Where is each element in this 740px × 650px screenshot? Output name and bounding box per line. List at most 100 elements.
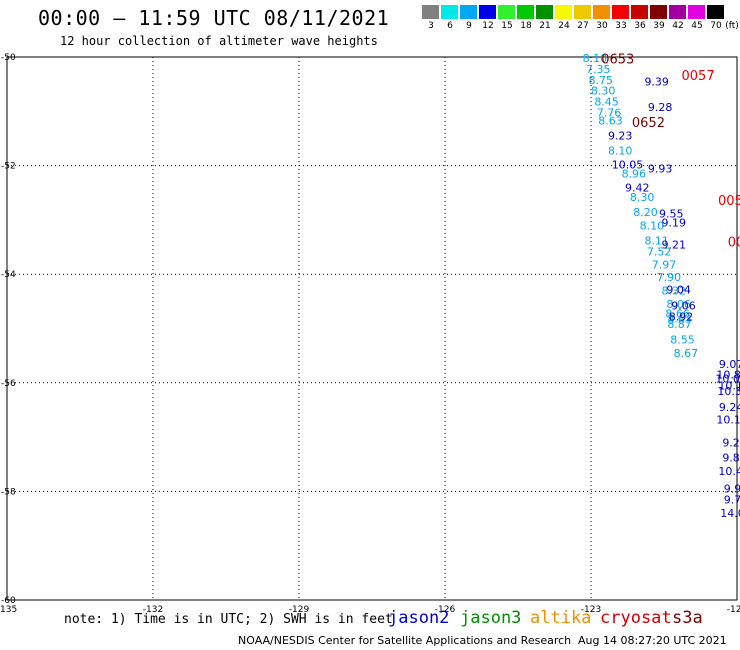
colorbar-label: 39 [653, 21, 665, 31]
wave-height-label: 9.19 [661, 217, 686, 230]
wave-height-label: 9.90 [724, 483, 740, 496]
wave-height-label: 8.66 [665, 307, 690, 320]
colorbar-swatch [498, 5, 515, 19]
sat-label-cryosat: cryosat [600, 608, 672, 628]
time-label: 0652 [632, 116, 665, 131]
colorbar-label: 6 [447, 21, 453, 31]
colorbar-swatch [574, 5, 591, 19]
wave-height-label: 9.27 [722, 437, 740, 450]
wave-height-label: 9.23 [608, 130, 633, 143]
colorbar-unit: (ft) [725, 21, 739, 31]
wave-height-label: 9.21 [661, 238, 686, 251]
colorbar-swatch [441, 5, 458, 19]
colorbar-swatch [612, 5, 629, 19]
time-label: 0056 [718, 194, 740, 209]
x-tick-label: -123 [581, 605, 601, 615]
x-tick-label: -132 [143, 605, 163, 615]
colorbar-swatch [517, 5, 534, 19]
wave-height-label: 9.04 [666, 283, 691, 296]
colorbar-swatch [707, 5, 724, 19]
colorbar-swatch [536, 5, 553, 19]
plot-frame [6, 56, 738, 601]
wave-height-label: 7.35 [586, 63, 611, 76]
wave-height-label: 9.06 [671, 300, 696, 313]
colorbar-label: 21 [539, 21, 551, 31]
wave-height-label: 9.07 [719, 358, 740, 371]
wave-height-label: 9.28 [648, 101, 673, 114]
wave-height-label: 8.06 [666, 298, 691, 311]
wave-height-label: 7.97 [652, 258, 677, 271]
wave-height-label: 8.30 [591, 85, 616, 98]
wave-height-label: 8.20 [633, 206, 658, 219]
colorbar-label: 24 [558, 21, 570, 31]
wave-height-label: 8.10 [640, 219, 665, 232]
wave-height-label: 10.14 [718, 380, 740, 393]
colorbar-swatch [460, 5, 477, 19]
colorbar-swatch [650, 5, 667, 19]
wave-height-label: 9.24 [719, 401, 740, 414]
wave-height-label: 7.52 [647, 245, 672, 258]
colorbar-label: 36 [634, 21, 646, 31]
wave-height-label: 8.63 [598, 115, 623, 128]
x-tick-label: -126 [435, 605, 456, 615]
colorbar-swatch [479, 5, 496, 19]
time-label: 0055 [728, 236, 740, 251]
colorbar-label: 18 [520, 21, 532, 31]
wave-height-label: 9.93 [648, 162, 673, 175]
wave-height-label: 9.70 [724, 494, 740, 507]
wave-height-label: 10.05 [612, 159, 644, 172]
wave-height-label: 8.10 [608, 144, 633, 157]
wave-height-label: 8.10 [583, 52, 608, 65]
y-tick-label: -52 [1, 162, 16, 172]
generated-timestamp: Aug 14 08:27:20 UTC 2021 [578, 634, 727, 647]
wave-height-label: 10.34 [717, 385, 740, 398]
colorbar-label: 30 [596, 21, 608, 31]
colorbar-label: 9 [466, 21, 472, 31]
colorbar-swatch [631, 5, 648, 19]
colorbar-swatch [555, 5, 572, 19]
x-tick-label: -129 [289, 605, 310, 615]
colorbar-label: 15 [501, 21, 513, 31]
time-label: 0057 [682, 69, 715, 84]
colorbar-swatch [669, 5, 686, 19]
y-tick-label: -58 [1, 487, 16, 497]
chart-subtitle: 12 hour collection of altimeter wave hei… [60, 34, 378, 48]
colorbar-label: 12 [482, 21, 494, 31]
colorbar-swatch [593, 5, 610, 19]
colorbar-label: 45 [691, 21, 703, 31]
colorbar-label: 42 [672, 21, 684, 31]
time-label: 0653 [601, 53, 634, 68]
wave-height-label: 7.90 [657, 271, 682, 284]
colorbar-label: 33 [615, 21, 627, 31]
wave-height-label: 9.42 [625, 181, 650, 194]
x-tick-label: -135 [0, 605, 17, 615]
chart-title: 00:00 – 11:59 UTC 08/11/2021 [38, 6, 390, 30]
wave-height-label: 8.87 [667, 318, 692, 331]
sat-label-jason3: jason3 [460, 608, 522, 628]
wave-height-label: 8.45 [594, 96, 619, 109]
wave-height-label: 9.55 [659, 207, 684, 220]
wave-height-label: 8.30 [630, 191, 655, 204]
colorbar-swatch [422, 5, 439, 19]
sat-label-s3a: s3a [672, 608, 703, 628]
credit-text: NOAA/NESDIS Center for Satellite Applica… [238, 634, 572, 647]
y-tick-label: -50 [1, 53, 16, 63]
y-tick-label: -56 [1, 379, 16, 389]
x-tick-label: -120 [727, 605, 740, 615]
wave-height-label: 8.96 [622, 168, 647, 181]
colorbar-label: 3 [428, 21, 434, 31]
wave-height-label: 10.40 [718, 465, 740, 478]
wave-height-label: 8.63 [667, 313, 692, 326]
wave-height-label: 7.76 [597, 106, 622, 119]
wave-height-label: 8.67 [674, 347, 699, 360]
wave-height-label: 8.32 [661, 284, 686, 297]
wave-height-label: 10.01 [715, 372, 740, 385]
colorbar-label: 27 [577, 21, 589, 31]
wave-height-label: 8.11 [644, 235, 669, 248]
colorbar-swatch [688, 5, 705, 19]
wave-height-label: 8.92 [669, 311, 694, 324]
wave-height-label: 14.00 [720, 507, 740, 520]
footer-note: note: 1) Time is in UTC; 2) SWH is in fe… [64, 612, 393, 627]
wave-height-label: 8.55 [670, 333, 695, 346]
